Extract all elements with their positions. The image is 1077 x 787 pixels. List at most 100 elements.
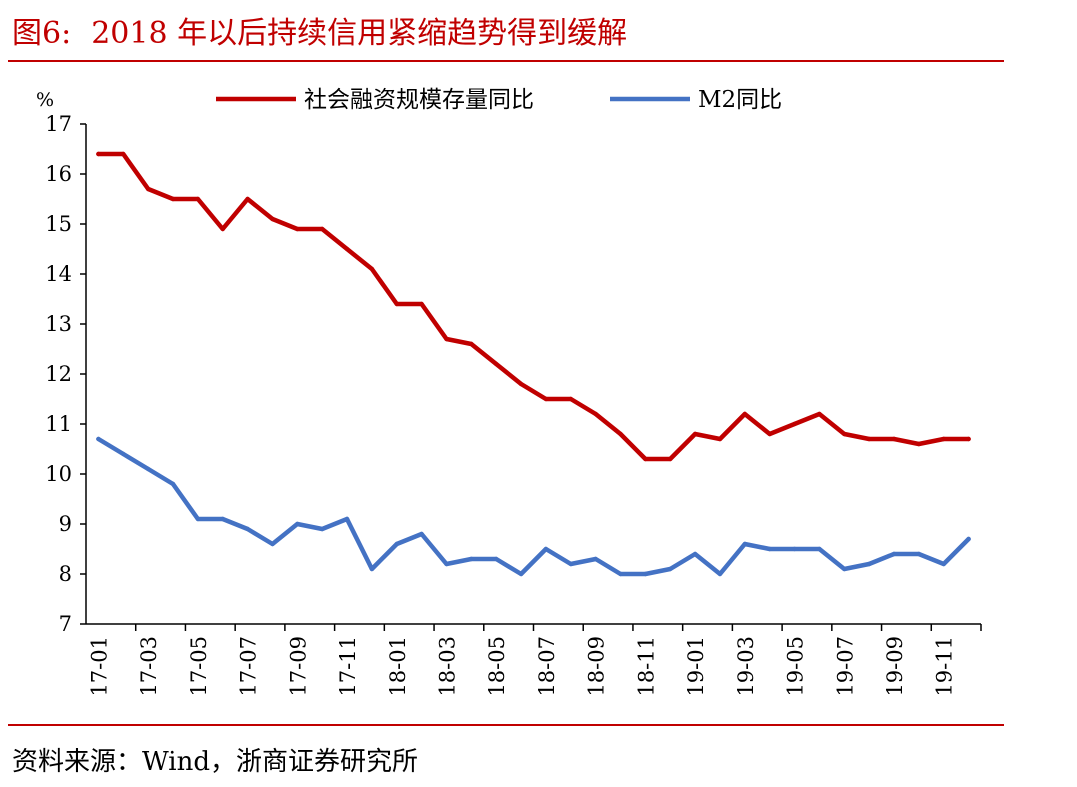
x-tick-label: 17-05 [187,636,211,697]
series-2-point [518,571,524,577]
series-1-point [668,456,673,462]
series-2-point [891,551,897,557]
series-2-point [568,561,573,567]
series-line-1 [96,151,971,462]
series-2-point [792,546,797,552]
series-2-point [692,551,698,557]
series-1-point [344,246,350,252]
series-2-point [966,536,971,542]
series-layer [96,151,971,577]
x-tick-label: 17-11 [336,636,360,697]
series-2-point [469,556,474,562]
y-tick-label: 10 [45,462,72,486]
series-2-point [916,551,922,557]
series-1-point [543,396,549,402]
series-1-point [394,301,399,307]
series-1-point [518,381,524,387]
figure-title-prefix: 图6: [12,16,72,51]
series-1-point [295,226,300,232]
figure-title: 图6: 2018 年以后持续信用紧缩趋势得到缓解 [12,8,627,52]
series-2-point [593,556,598,562]
series-1-point [866,436,872,442]
y-tick-label: 14 [45,262,72,286]
x-tick-label: 18-01 [386,636,410,697]
series-1-point [444,336,449,342]
series-2-point [817,546,822,552]
series-1-point [245,196,250,202]
series-1-point [643,456,648,462]
series-1-point [966,436,971,442]
y-tick-label: 8 [59,562,72,586]
y-tick-label: 16 [45,162,72,186]
series-2-point [618,571,623,577]
y-tick-label: 12 [45,362,72,386]
legend-label-2: M2同比 [698,87,782,113]
series-1-point [941,436,946,442]
x-tick-label: 19-11 [933,636,957,697]
series-2-point [866,561,872,567]
series-2-point [195,516,201,522]
x-tick-label: 18-03 [435,636,459,697]
series-1-point [145,186,151,192]
series-1-point [792,421,797,427]
series-1-point [817,411,822,417]
series-1-point [891,436,897,442]
legend-label-1: 社会融资规模存量同比 [304,87,534,113]
series-2-point [369,566,375,572]
y-tick-label: 17 [45,112,72,136]
series-2-point [220,516,225,522]
series-1-point [494,361,499,367]
x-tick-label: 17-09 [286,636,310,697]
series-1-point [916,441,922,447]
series-2-point [270,541,275,547]
legend: 社会融资规模存量同比 M2同比 [216,87,782,113]
x-tick-label: 19-07 [833,636,857,697]
series-1-point [692,431,698,437]
series-2-point [742,541,748,547]
series-2-point [494,556,499,562]
series-1-point [469,341,474,347]
series-2-point [319,526,325,532]
series-1-point [618,431,623,437]
series-2-point [767,546,772,552]
series-2-point [717,571,723,577]
y-tick-label: 15 [45,212,72,236]
series-1-point [369,266,375,272]
x-tick-label: 19-03 [734,636,758,697]
x-tick-label: 19-09 [883,636,907,697]
y-tick-label: 13 [45,312,72,336]
x-tick-label: 17-07 [237,636,261,697]
source-note: 资料来源：Wind，浙商证券研究所 [12,747,418,777]
series-2-point [941,561,946,567]
series-1-point [717,436,723,442]
x-tick-label: 17-01 [87,636,111,697]
series-2-point [444,561,449,567]
series-1-point [96,151,101,157]
series-2-point [96,436,101,442]
x-tick-label: 18-09 [585,636,609,697]
series-2-point [394,541,399,547]
series-1-point [593,411,598,417]
title-divider [8,60,1004,62]
series-2-point [842,566,847,572]
series-2-point [121,451,126,457]
axes: 7 8 9 10 11 12 13 14 15 16 17% 17-01 17-03 17-05 17-07… [36,89,982,697]
figure-title-text: 2018 年以后持续信用紧缩趋势得到缓解 [91,16,628,51]
series-2-point [543,546,549,552]
y-axis-unit: % [36,89,54,111]
x-tick-label: 19-05 [784,636,808,697]
series-2-point [245,526,250,532]
y-tick-label: 9 [59,512,72,536]
series-1-point [742,411,748,417]
series-line-2 [96,436,971,577]
series-1-point [270,216,275,222]
series-2-point [170,481,176,487]
source-divider [8,724,1004,726]
x-tick-label: 18-07 [535,636,559,697]
series-1-point [568,396,573,402]
series-1-point [220,226,225,232]
series-1-point [170,196,176,202]
y-tick-label: 11 [45,412,72,436]
series-2-point [344,516,350,522]
series-1-point [319,226,325,232]
